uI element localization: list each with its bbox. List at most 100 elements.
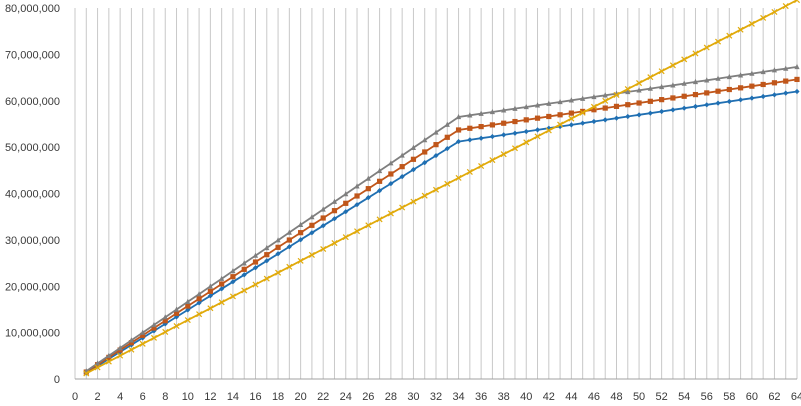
- x-tick-label: 14: [227, 391, 239, 403]
- data-point: [659, 83, 665, 90]
- x-tick-label: 18: [272, 391, 284, 403]
- data-point: [613, 115, 620, 121]
- data-point: [658, 68, 665, 75]
- data-point: [771, 8, 778, 15]
- data-point: [760, 93, 766, 100]
- data-point: [140, 329, 146, 335]
- data-point: [670, 95, 676, 101]
- data-point: [523, 103, 529, 110]
- data-point: [422, 137, 428, 143]
- data-point: [207, 288, 213, 294]
- data-point: [793, 0, 801, 4]
- data-point: [105, 358, 112, 365]
- data-point: [557, 112, 563, 118]
- data-point: [354, 228, 361, 235]
- data-point: [782, 3, 789, 10]
- data-point: [512, 118, 518, 125]
- data-point: [140, 332, 146, 338]
- y-tick-label: 20,000,000: [5, 281, 60, 293]
- data-point: [365, 222, 372, 229]
- data-point: [466, 168, 473, 175]
- data-point: [636, 87, 642, 93]
- data-point: [737, 85, 744, 91]
- data-point: [489, 108, 496, 115]
- data-point: [568, 122, 574, 128]
- data-point: [444, 121, 450, 127]
- data-point: [433, 129, 439, 135]
- data-point: [139, 340, 146, 347]
- data-point: [117, 345, 123, 351]
- data-point: [151, 321, 157, 328]
- data-point: [354, 193, 360, 199]
- data-point: [399, 164, 405, 170]
- data-point: [343, 200, 349, 206]
- data-point: [196, 311, 203, 318]
- data-point: [500, 151, 507, 158]
- x-tick-label: 4: [117, 391, 123, 403]
- data-point: [219, 281, 225, 287]
- data-point: [207, 293, 213, 299]
- data-point: [669, 62, 676, 69]
- data-point: [331, 216, 338, 222]
- data-point: [670, 82, 676, 88]
- data-point: [647, 110, 653, 116]
- x-tick-label: 50: [633, 391, 645, 403]
- data-point: [433, 142, 439, 148]
- data-point: [343, 209, 349, 215]
- x-tick-label: 56: [701, 391, 713, 403]
- data-point: [749, 83, 755, 89]
- x-tick-label: 60: [746, 391, 758, 403]
- data-point: [376, 188, 383, 194]
- data-point: [173, 314, 180, 320]
- data-point: [659, 108, 665, 115]
- y-tick-label: 30,000,000: [5, 235, 60, 247]
- data-point: [613, 91, 620, 98]
- data-point: [263, 275, 270, 282]
- data-point: [388, 181, 394, 187]
- data-point: [715, 88, 721, 94]
- data-point: [343, 190, 349, 197]
- data-point: [264, 244, 270, 251]
- series-line: [85, 78, 798, 373]
- data-point: [659, 97, 665, 103]
- data-point: [184, 317, 191, 324]
- data-point: [444, 134, 450, 140]
- data-point: [342, 234, 349, 241]
- series-3: [83, 63, 800, 374]
- data-point: [162, 328, 169, 335]
- data-point: [388, 160, 394, 166]
- x-tick-label: 54: [678, 391, 690, 403]
- data-point: [467, 112, 473, 118]
- data-point: [275, 269, 282, 276]
- data-point: [433, 152, 439, 159]
- data-point: [737, 97, 744, 103]
- data-point: [512, 130, 518, 136]
- data-point: [83, 370, 90, 377]
- series-line: [85, 66, 798, 372]
- data-point: [320, 206, 326, 212]
- data-point: [760, 81, 766, 88]
- x-tick-label: 34: [452, 391, 464, 403]
- x-tick-label: 32: [430, 391, 442, 403]
- x-tick-label: 22: [317, 391, 329, 403]
- x-tick-label: 52: [656, 391, 668, 403]
- data-point: [681, 56, 688, 63]
- data-point: [580, 120, 586, 126]
- data-point: [128, 346, 135, 353]
- data-point: [647, 85, 653, 91]
- x-tick-label: 24: [340, 391, 352, 403]
- data-point: [534, 127, 541, 133]
- data-point: [298, 230, 304, 236]
- series-layer: [83, 0, 801, 377]
- data-point: [410, 198, 417, 205]
- x-tick-label: 62: [768, 391, 780, 403]
- data-point: [703, 44, 710, 51]
- data-point: [511, 145, 518, 152]
- data-point: [647, 74, 654, 81]
- data-point: [794, 88, 800, 95]
- data-point: [354, 202, 360, 208]
- x-tick-label: 8: [162, 391, 168, 403]
- x-tick-label: 10: [182, 391, 194, 403]
- data-point: [715, 75, 721, 81]
